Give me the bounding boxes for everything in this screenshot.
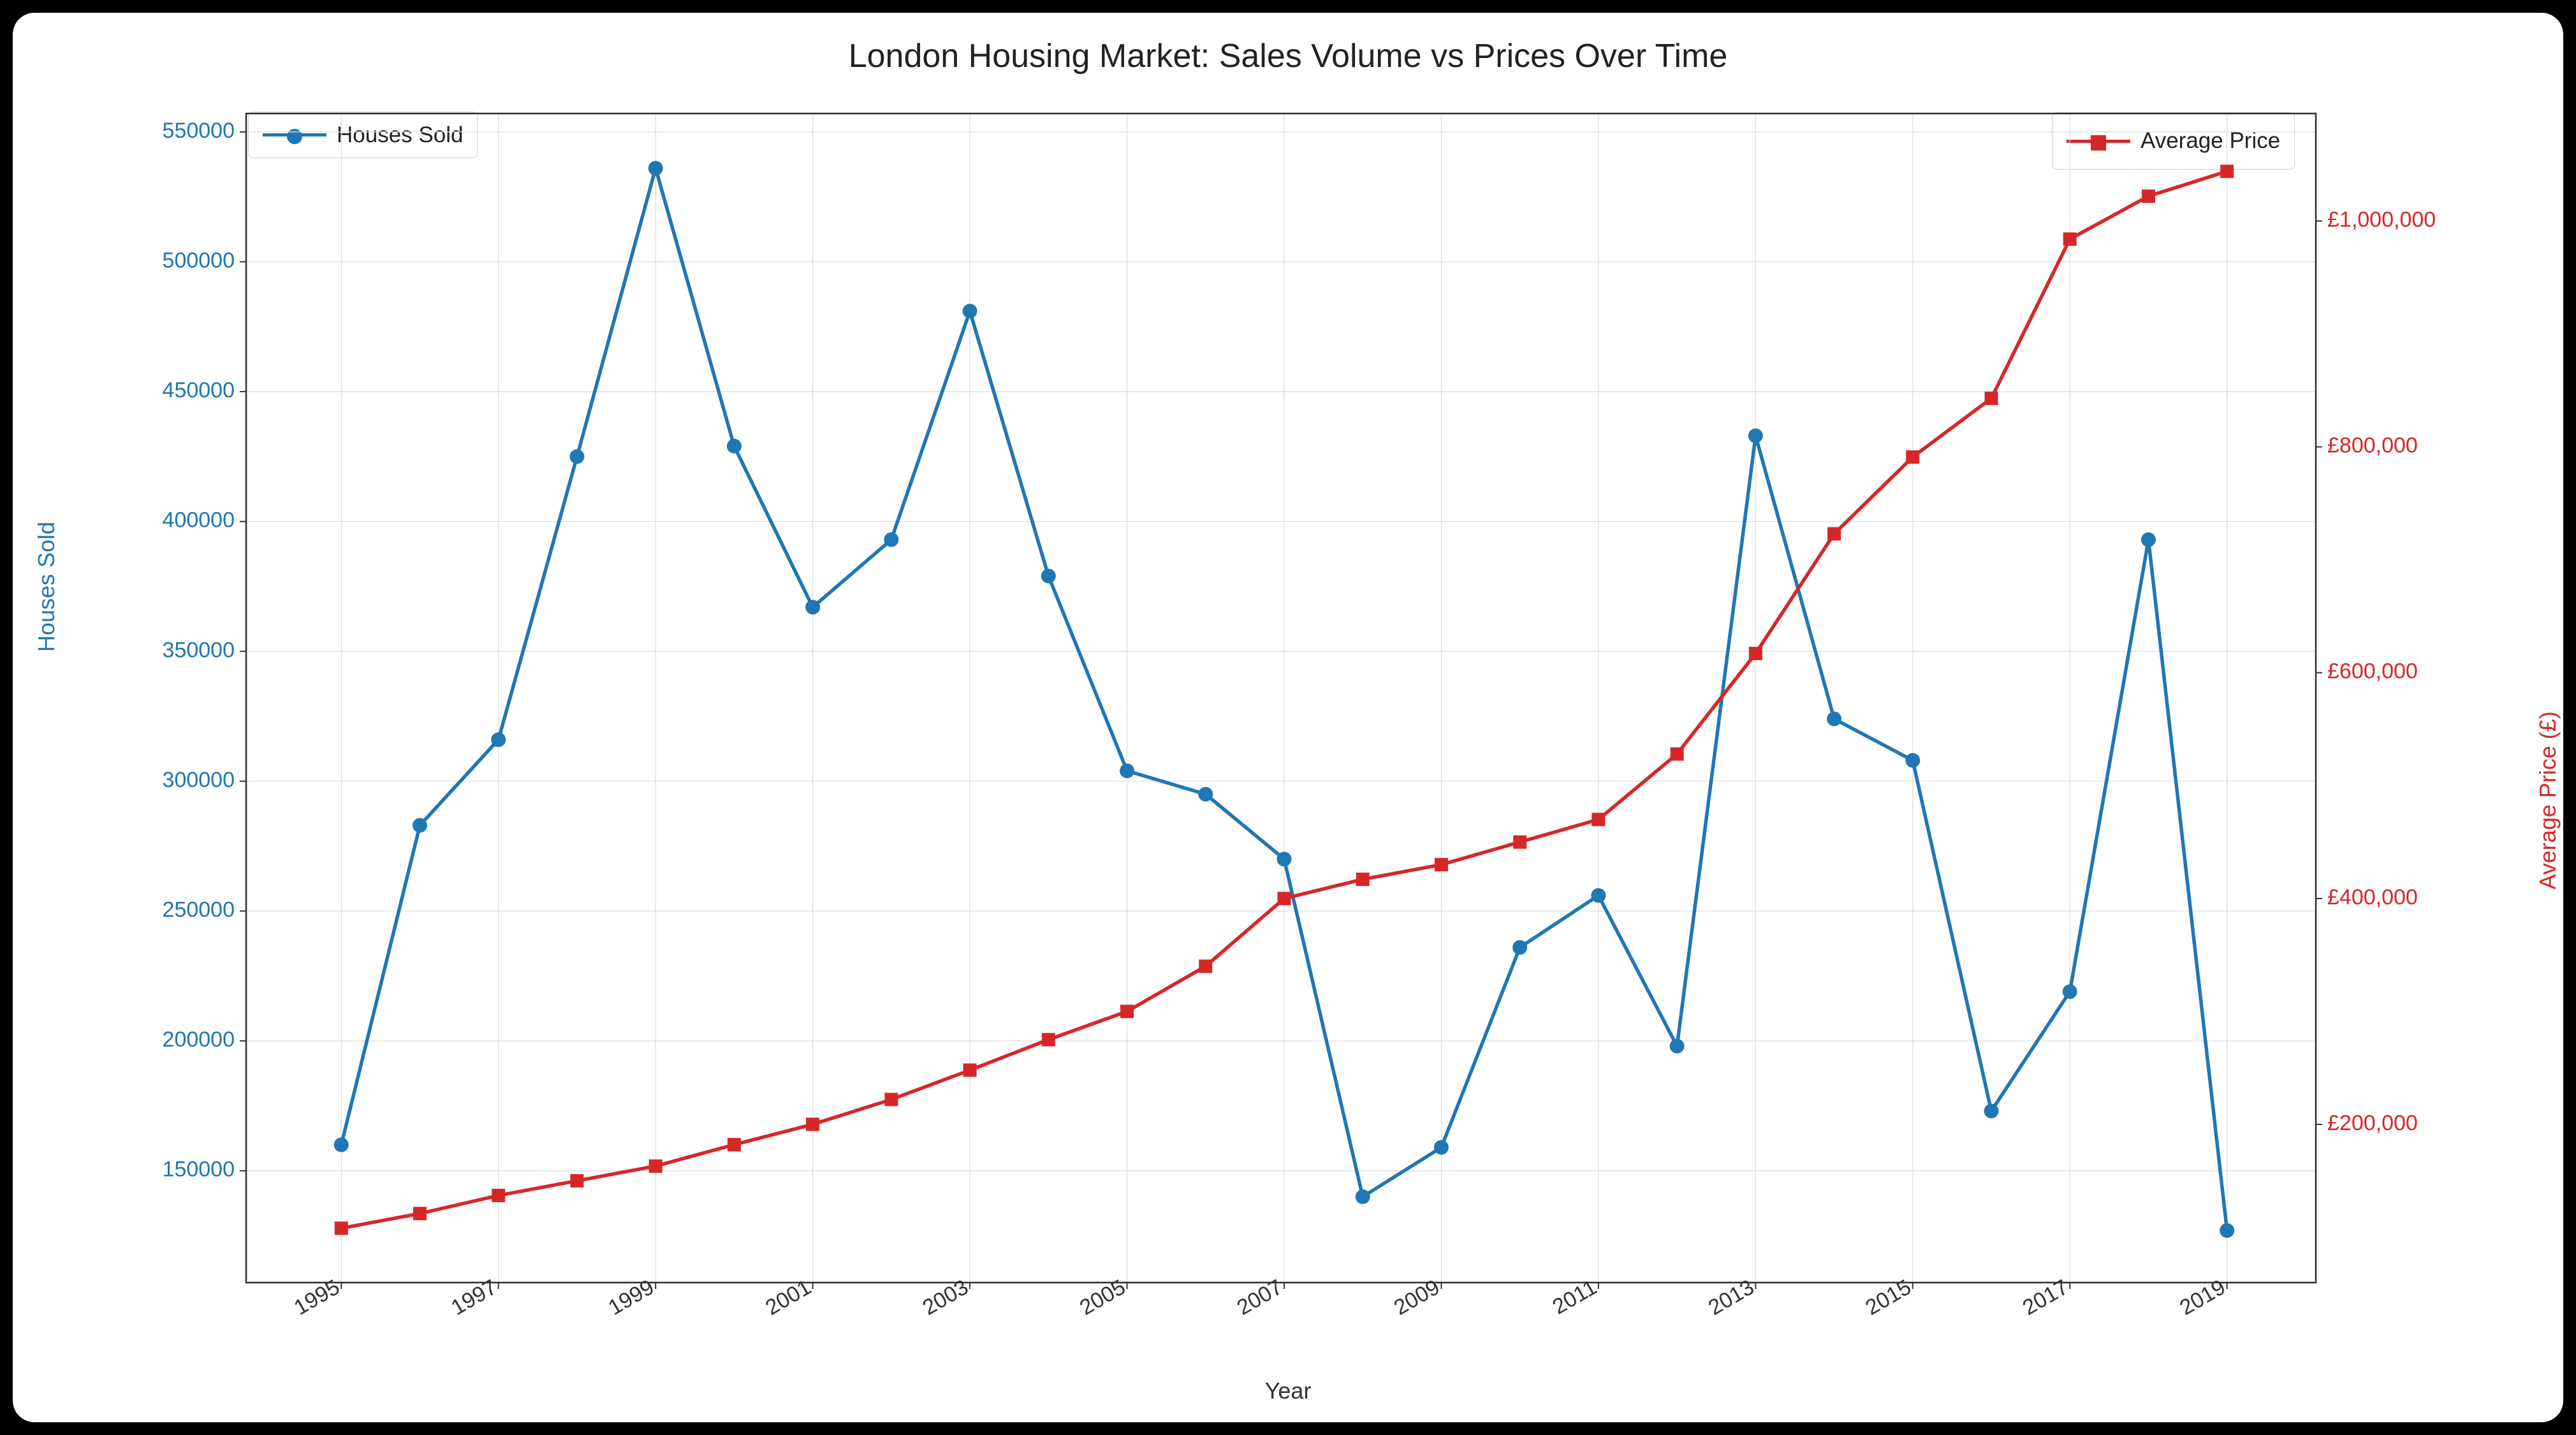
svg-text:2013: 2013 [1704,1275,1759,1320]
svg-text:2017: 2017 [2019,1275,2073,1320]
svg-text:£1,000,000: £1,000,000 [2327,208,2436,232]
svg-text:2019: 2019 [2176,1275,2230,1320]
svg-text:2005: 2005 [1076,1275,1130,1320]
svg-text:250000: 250000 [163,897,235,922]
svg-text:2011: 2011 [1549,1275,1601,1319]
svg-text:150000: 150000 [163,1158,235,1182]
svg-text:£400,000: £400,000 [2327,885,2418,909]
svg-text:300000: 300000 [163,768,235,792]
svg-text:£800,000: £800,000 [2327,434,2418,458]
svg-text:200000: 200000 [163,1027,235,1052]
svg-text:1995: 1995 [290,1275,344,1320]
svg-text:2007: 2007 [1233,1275,1287,1320]
svg-text:£600,000: £600,000 [2327,659,2418,684]
svg-text:2001: 2001 [761,1275,816,1320]
svg-text:1997: 1997 [447,1275,501,1320]
svg-text:2009: 2009 [1390,1275,1444,1320]
svg-text:2015: 2015 [1861,1275,1915,1320]
svg-text:2003: 2003 [919,1275,973,1320]
svg-text:450000: 450000 [163,378,235,402]
svg-text:400000: 400000 [163,508,235,533]
svg-text:350000: 350000 [163,638,235,662]
svg-text:550000: 550000 [163,119,235,143]
svg-text:500000: 500000 [163,248,235,272]
svg-text:1999: 1999 [604,1275,659,1320]
svg-text:£200,000: £200,000 [2327,1111,2418,1135]
